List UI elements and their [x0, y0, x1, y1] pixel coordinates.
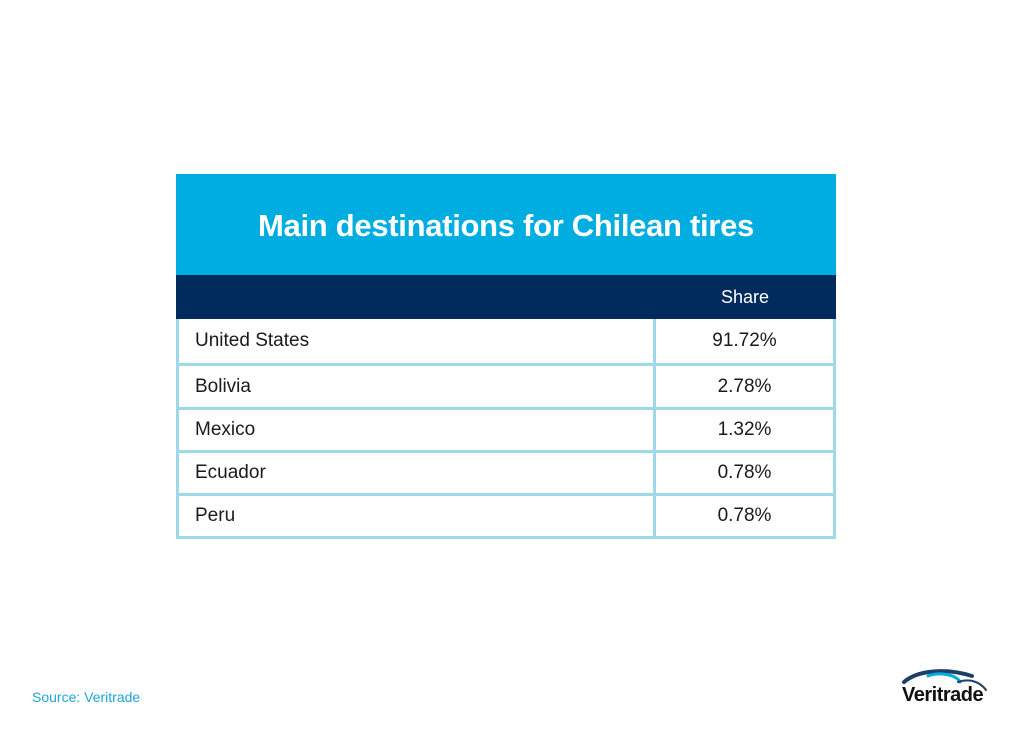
- destinations-table: Main destinations for Chilean tires Shar…: [176, 174, 836, 539]
- share-cell: 0.78%: [717, 462, 772, 483]
- table-title-band: Main destinations for Chilean tires: [176, 174, 836, 275]
- column-header-country: [176, 275, 654, 319]
- table-body: United States 91.72% Bolivia 2.78% Mexico 1.3…: [176, 319, 836, 539]
- table-header-row: Share: [176, 275, 836, 319]
- share-cell: 2.78%: [717, 375, 772, 397]
- country-cell: Peru: [179, 496, 656, 536]
- share-cell: 1.32%: [717, 419, 772, 440]
- table-title: Main destinations for Chilean tires: [258, 207, 754, 243]
- table-row: Peru 0.78%: [176, 496, 836, 539]
- country-cell: United States: [179, 319, 656, 363]
- table-row: Mexico 1.32%: [176, 410, 836, 453]
- veritrade-swoosh-icon: [902, 669, 987, 691]
- country-cell: Ecuador: [179, 453, 656, 493]
- veritrade-logo: Veritrade: [898, 668, 990, 712]
- table-row: United States 91.72%: [176, 319, 836, 366]
- column-header-share: Share: [720, 286, 770, 307]
- source-note: Source: Veritrade: [32, 689, 141, 705]
- share-cell: 0.78%: [717, 505, 772, 526]
- share-cell: 91.72%: [712, 330, 777, 351]
- country-cell: Bolivia: [179, 366, 656, 407]
- table-row: Ecuador 0.78%: [176, 453, 836, 496]
- logo-wordmark: Veritrade: [902, 684, 984, 706]
- country-cell: Mexico: [179, 410, 656, 450]
- table-row: Bolivia 2.78%: [176, 366, 836, 410]
